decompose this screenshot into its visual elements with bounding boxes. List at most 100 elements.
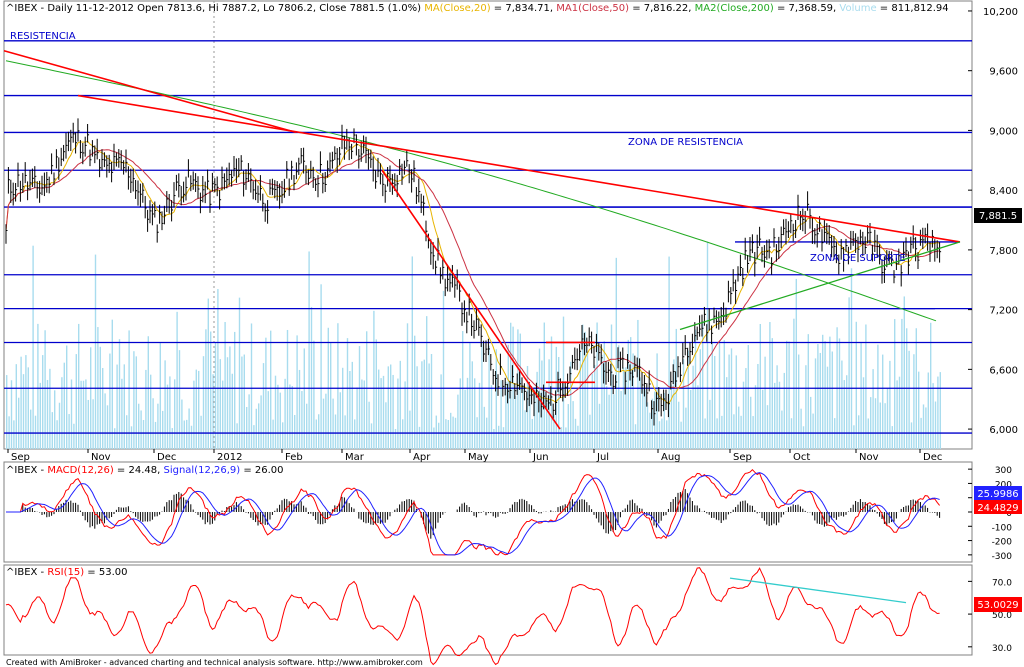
volume-bar <box>759 323 761 449</box>
volume-bar <box>387 366 389 449</box>
volume-bar <box>171 428 173 449</box>
volume-bar <box>34 415 37 449</box>
volume-bar <box>692 365 694 449</box>
volume-bar <box>354 419 356 449</box>
volume-bar <box>918 371 920 449</box>
volume-bar <box>826 366 829 449</box>
x-tick-label: Sep <box>11 452 30 463</box>
volume-bar <box>690 389 692 449</box>
y-tick-label: 10,200 <box>983 7 1018 18</box>
volume-bar <box>414 335 416 449</box>
volume-bar <box>176 311 178 449</box>
volume-bar <box>865 324 867 449</box>
volume-bar <box>651 398 653 449</box>
volume-bar <box>51 412 53 449</box>
volume-bar <box>678 401 680 449</box>
volume-bar <box>646 402 649 449</box>
volume-bar <box>735 355 737 449</box>
volume-bar <box>294 415 296 449</box>
volume-bar <box>781 410 783 449</box>
rsi-y-tick-label: 50.0 <box>992 611 1012 621</box>
x-tick-label: Dec <box>157 452 176 463</box>
volume-bar <box>58 402 61 449</box>
volume-bar <box>464 389 466 449</box>
volume-bar <box>279 392 281 449</box>
x-tick-label: Sep <box>733 452 752 463</box>
volume-bar <box>126 415 128 449</box>
volume-bar <box>795 278 797 449</box>
x-tick-label: Jun <box>532 452 549 463</box>
y-tick-label: 6,600 <box>989 365 1018 376</box>
volume-bar <box>68 414 70 449</box>
volume-bar <box>358 346 361 449</box>
volume-bar <box>855 321 857 449</box>
volume-bar <box>10 380 13 449</box>
volume-bar <box>848 297 850 449</box>
volume-bar <box>589 414 591 449</box>
volume-bar <box>445 419 447 449</box>
volume-bar <box>913 354 915 449</box>
volume-bar <box>90 347 92 449</box>
volume-bar <box>610 324 613 449</box>
volume-bar <box>70 379 73 449</box>
volume-bar <box>519 333 521 449</box>
volume-bar <box>190 425 193 449</box>
trendlines <box>3 50 961 430</box>
volume-bar <box>874 398 877 449</box>
volume-bar <box>639 377 641 449</box>
volume-bar <box>805 365 807 449</box>
volume-bar <box>932 383 934 449</box>
volume-bar <box>788 341 790 449</box>
volume-bar <box>613 394 615 449</box>
volume-bar <box>896 380 898 449</box>
rsi-header: ^IBEX - RSI(15) = 53.00 <box>6 567 127 578</box>
volume-bar <box>135 356 137 449</box>
volume-bar <box>154 421 157 449</box>
volume-bar <box>277 384 279 449</box>
volume-bar <box>474 378 476 449</box>
volume-bar <box>462 331 464 449</box>
volume-bar <box>246 406 248 449</box>
volume-bar <box>543 322 545 449</box>
volume-bar <box>330 342 332 449</box>
volume-bar <box>673 359 675 449</box>
volume-bar <box>517 329 519 449</box>
volume-bar <box>346 338 349 449</box>
volume-bar <box>831 351 833 449</box>
volume-bar <box>930 322 932 449</box>
volume-bar <box>248 394 250 449</box>
volume-bar <box>433 427 435 449</box>
rsi-y-tick-label: 30.0 <box>992 644 1012 654</box>
volume-bar <box>315 419 317 449</box>
volume-bar <box>466 377 469 449</box>
volume-bar <box>73 423 75 449</box>
x-tick-label: Dec <box>923 452 942 463</box>
volume-bar <box>152 398 154 449</box>
volume-bar <box>241 356 243 449</box>
volume-bar <box>142 420 145 449</box>
volume-bar <box>457 394 459 449</box>
volume-bar <box>536 371 538 449</box>
volume-bar <box>85 379 87 449</box>
volume-bar <box>435 415 437 449</box>
volume-bar <box>284 378 286 449</box>
volume-bar <box>25 355 27 449</box>
volume-bar <box>325 393 327 449</box>
volume-bar <box>687 350 689 449</box>
trendline <box>3 50 297 134</box>
volume-bar <box>620 391 622 449</box>
volume-bar <box>574 418 577 449</box>
volume-bar <box>618 345 620 449</box>
volume-bars <box>6 241 941 449</box>
volume-bar <box>670 384 673 449</box>
price-header: ^IBEX - Daily 11-12-2012 Open 7813.6, Hi… <box>6 3 949 14</box>
volume-bar <box>680 421 682 449</box>
volume-bar <box>502 427 505 449</box>
volume-bar <box>814 358 817 449</box>
volume-bar <box>853 425 855 449</box>
volume-bar <box>500 380 502 449</box>
volume-bar <box>102 368 104 449</box>
volume-bar <box>200 415 202 449</box>
x-tick-label: Feb <box>285 452 303 463</box>
volume-bar <box>764 356 766 449</box>
